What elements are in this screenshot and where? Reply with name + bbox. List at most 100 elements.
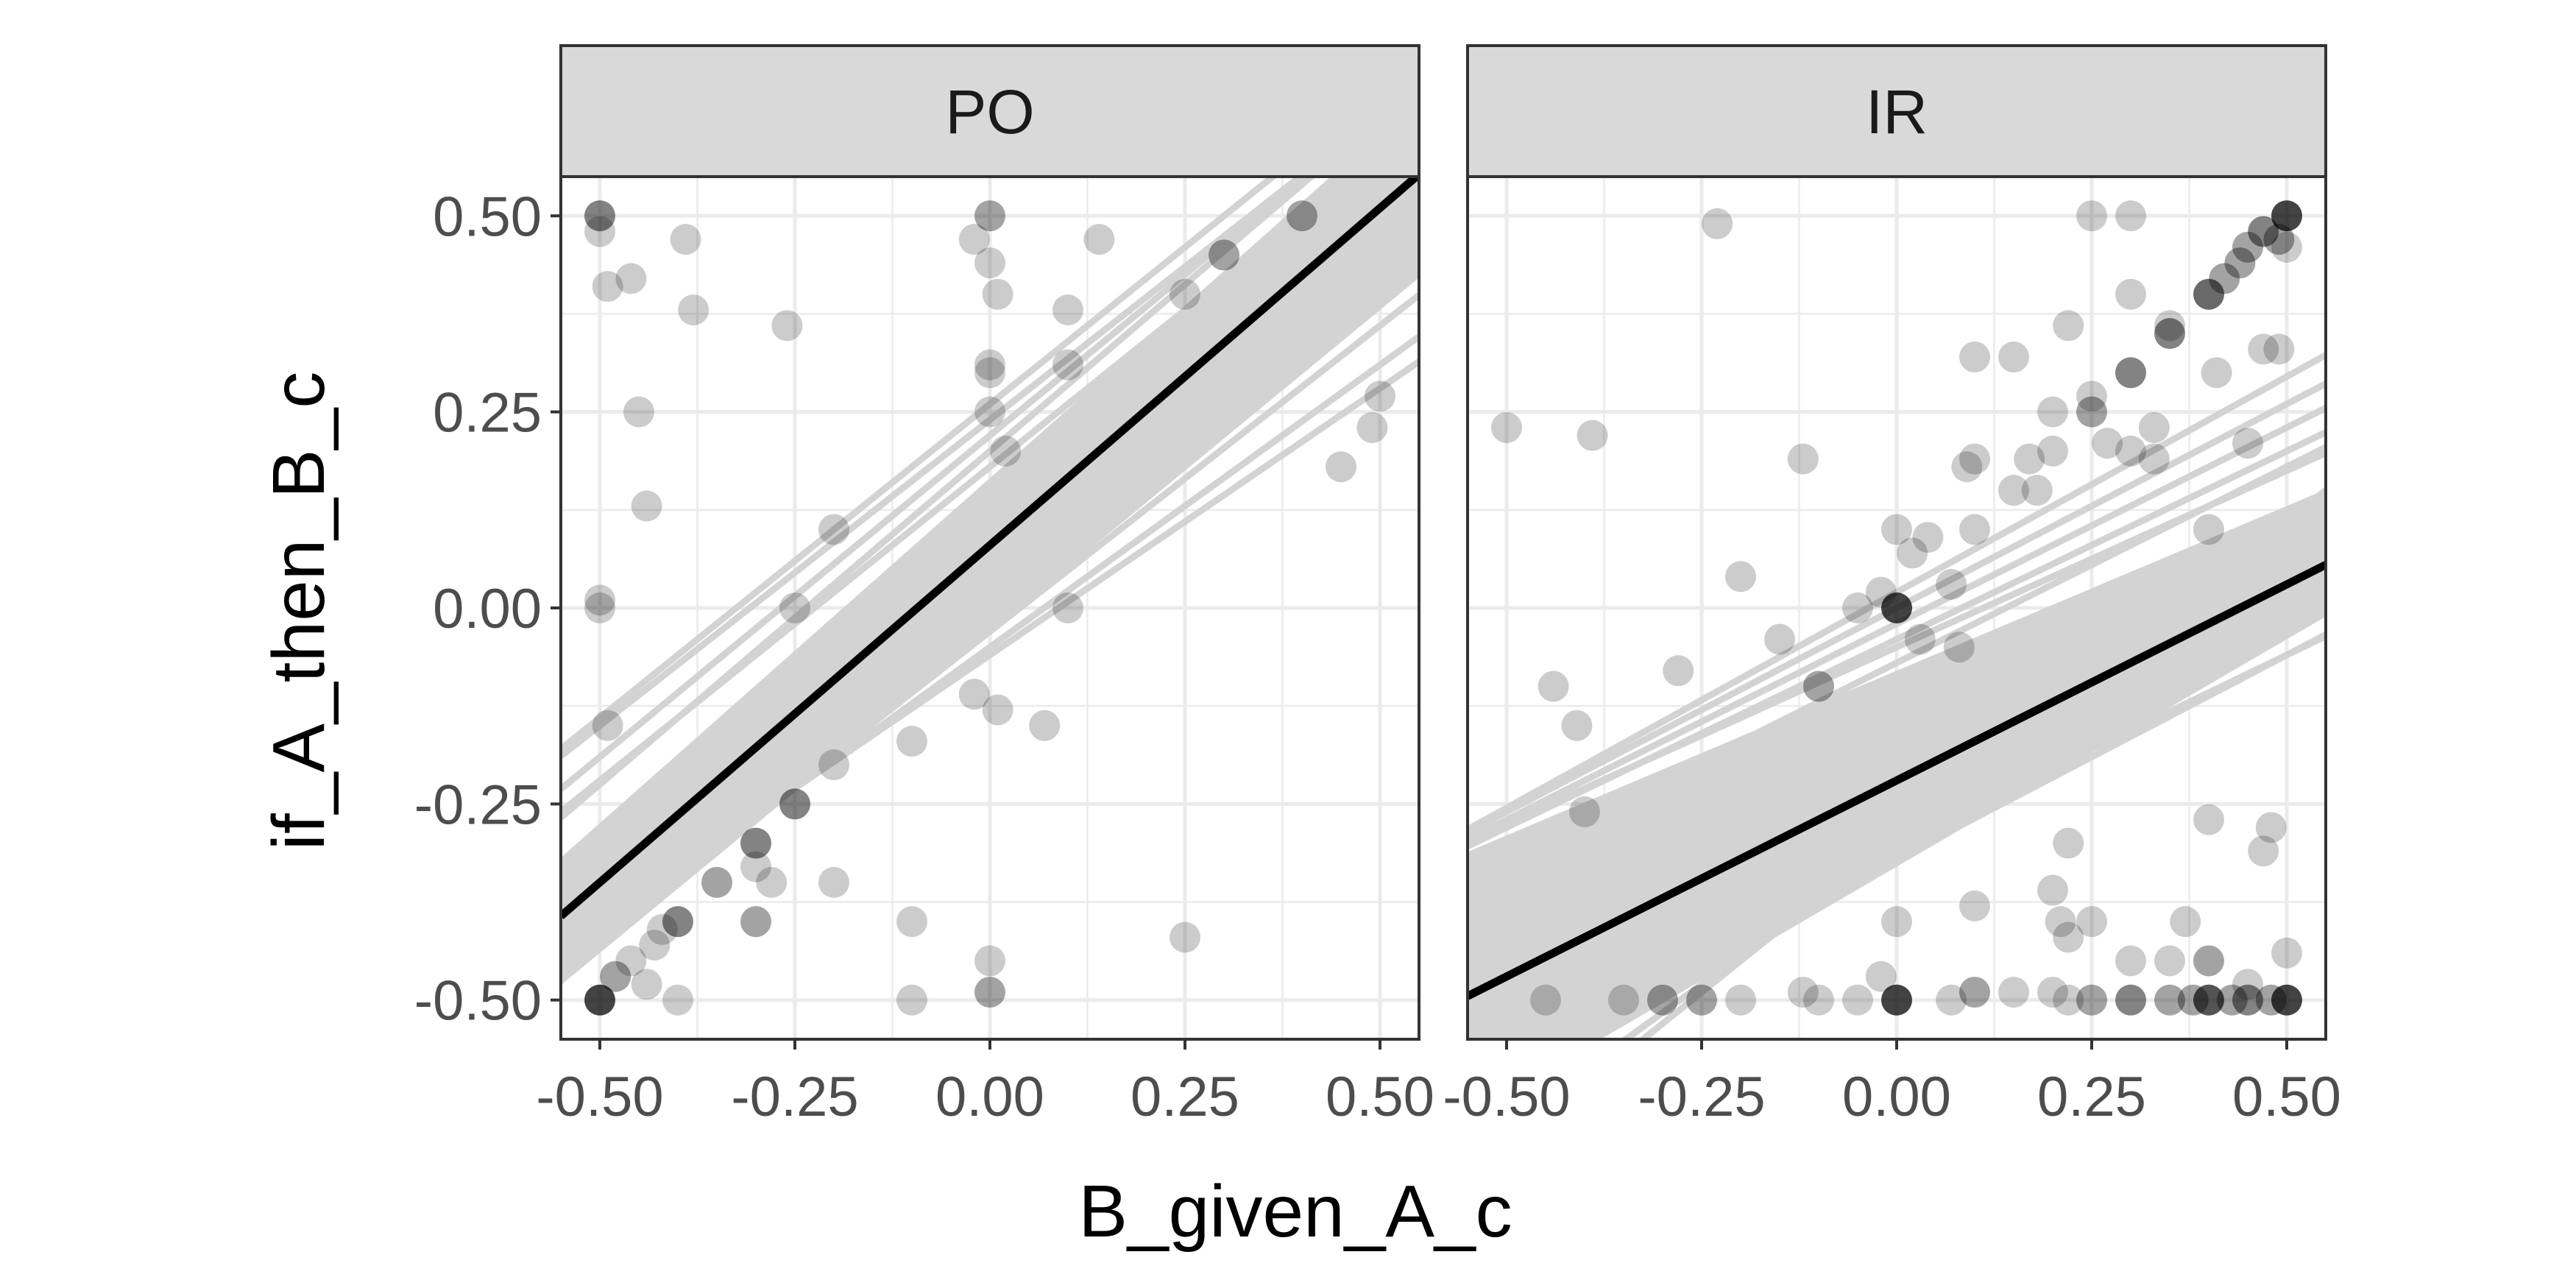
- data-point: [2248, 835, 2279, 867]
- data-point: [662, 906, 693, 938]
- x-axis-title: B_given_A_c: [1078, 1170, 1512, 1253]
- data-point: [756, 866, 788, 898]
- posterior-draw-line: [561, 177, 1341, 865]
- plot-area: [561, 177, 1419, 1016]
- data-point: [2193, 514, 2224, 545]
- data-point: [2154, 318, 2185, 350]
- data-point: [2053, 310, 2084, 342]
- data-point: [2115, 357, 2146, 389]
- data-point: [1647, 984, 1678, 1016]
- data-point: [1881, 592, 1912, 623]
- data-point: [818, 514, 849, 545]
- data-point: [2115, 278, 2146, 310]
- data-point: [2263, 224, 2295, 255]
- data-point: [2209, 263, 2240, 294]
- data-point: [740, 906, 771, 938]
- data-point: [1538, 670, 1569, 702]
- data-point: [2037, 396, 2068, 428]
- y-tick-label: 0.25: [433, 382, 542, 445]
- data-point: [584, 592, 615, 623]
- posterior-draw-line: [1468, 352, 2326, 832]
- data-point: [670, 224, 701, 255]
- posterior-draw-line: [561, 177, 1356, 815]
- data-point: [1904, 623, 1936, 655]
- posterior-draw-line: [1638, 487, 2326, 1039]
- plot-area: [1468, 200, 2326, 1039]
- data-point: [1052, 349, 1083, 381]
- data-point: [958, 224, 990, 255]
- data-point: [1577, 420, 1608, 451]
- data-point: [2014, 443, 2045, 475]
- data-point: [2115, 200, 2146, 232]
- x-tick-label: 0.25: [1130, 1066, 1239, 1128]
- data-point: [2154, 984, 2185, 1016]
- data-point: [592, 710, 623, 741]
- posterior-draw-line: [561, 358, 1419, 952]
- data-point: [982, 278, 1013, 310]
- data-point: [2076, 381, 2107, 412]
- data-point: [662, 984, 693, 1016]
- data-point: [1170, 278, 1200, 310]
- data-point: [1959, 890, 1990, 921]
- data-point: [584, 584, 615, 616]
- x-tick-label: 0.00: [1842, 1066, 1951, 1128]
- facet-panel-ir: IR -0.50 -0.25 0.00 0.25 0.50: [1443, 44, 2341, 1128]
- data-point: [1530, 984, 1561, 1016]
- data-point: [779, 592, 810, 623]
- data-point: [818, 749, 849, 781]
- data-point: [678, 294, 710, 326]
- data-point: [1287, 200, 1317, 232]
- data-point: [2154, 945, 2185, 977]
- data-point: [584, 216, 615, 247]
- data-point: [2193, 804, 2224, 835]
- data-point: [2193, 945, 2224, 977]
- data-point: [974, 247, 1005, 279]
- data-point: [615, 263, 647, 294]
- data-point: [896, 726, 927, 757]
- data-point: [1959, 977, 1990, 1008]
- data-point: [2138, 443, 2170, 475]
- data-point: [974, 349, 1005, 381]
- data-point: [1170, 921, 1200, 953]
- data-point: [2037, 435, 2068, 467]
- data-point: [1209, 239, 1239, 271]
- data-point: [818, 866, 849, 898]
- data-point: [958, 679, 990, 710]
- posterior-draw-line: [561, 177, 1278, 752]
- data-point: [2170, 906, 2201, 938]
- data-point: [2248, 333, 2279, 365]
- data-point: [646, 913, 678, 945]
- data-point: [2076, 984, 2107, 1016]
- data-point: [1663, 655, 1694, 687]
- data-point: [2232, 428, 2263, 459]
- data-point: [2115, 435, 2146, 467]
- data-point: [1326, 451, 1356, 483]
- data-point: [2271, 231, 2302, 263]
- data-point: [1686, 984, 1717, 1016]
- data-point: [896, 906, 927, 938]
- data-point: [2271, 937, 2302, 969]
- data-point: [1491, 411, 1522, 443]
- data-point: [1959, 514, 1990, 545]
- facet-strip: [559, 44, 1420, 178]
- data-point: [982, 694, 1013, 726]
- data-point: [2092, 428, 2123, 459]
- data-point: [2076, 906, 2107, 938]
- data-point: [1356, 411, 1388, 443]
- data-point: [584, 200, 615, 232]
- y-axis-title: if_A_then_B_c: [258, 372, 340, 851]
- data-point: [2053, 921, 2084, 953]
- data-point: [1803, 984, 1834, 1016]
- data-point: [1787, 977, 1819, 1008]
- data-point: [2021, 475, 2053, 506]
- data-point: [2138, 411, 2170, 443]
- data-point: [974, 357, 1005, 389]
- data-point: [1561, 710, 1593, 741]
- data-point: [2193, 984, 2224, 1016]
- data-point: [1052, 592, 1083, 623]
- data-point: [1029, 710, 1061, 741]
- data-point: [2255, 812, 2287, 843]
- facet-strip-label: PO: [945, 77, 1034, 146]
- data-point: [2216, 984, 2248, 1016]
- x-tick-label: 0.50: [1326, 1066, 1434, 1128]
